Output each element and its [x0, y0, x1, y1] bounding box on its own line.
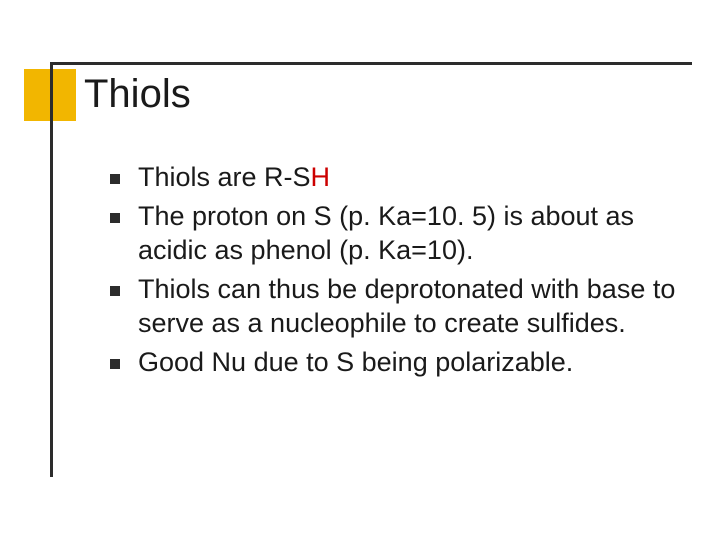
bullet-text: The proton on S (p. Ka=10. 5) is about a… [138, 199, 680, 268]
list-item: Thiols are R-SH [110, 160, 680, 195]
list-item: Good Nu due to S being polarizable. [110, 345, 680, 380]
vertical-rule [50, 62, 53, 477]
list-item: The proton on S (p. Ka=10. 5) is about a… [110, 199, 680, 268]
slide-title: Thiols [84, 72, 191, 117]
bullet-text: Thiols can thus be deprotonated with bas… [138, 272, 680, 341]
slide: Thiols Thiols are R-SH The proton on S (… [0, 0, 720, 540]
bullet-text: Good Nu due to S being polarizable. [138, 345, 680, 380]
square-bullet-icon [110, 174, 120, 184]
list-item: Thiols can thus be deprotonated with bas… [110, 272, 680, 341]
slide-body: Thiols are R-SH The proton on S (p. Ka=1… [110, 160, 680, 383]
square-bullet-icon [110, 286, 120, 296]
bullet-text: Thiols are R-SH [138, 160, 680, 195]
square-bullet-icon [110, 213, 120, 223]
horizontal-rule [50, 62, 692, 65]
square-bullet-icon [110, 359, 120, 369]
